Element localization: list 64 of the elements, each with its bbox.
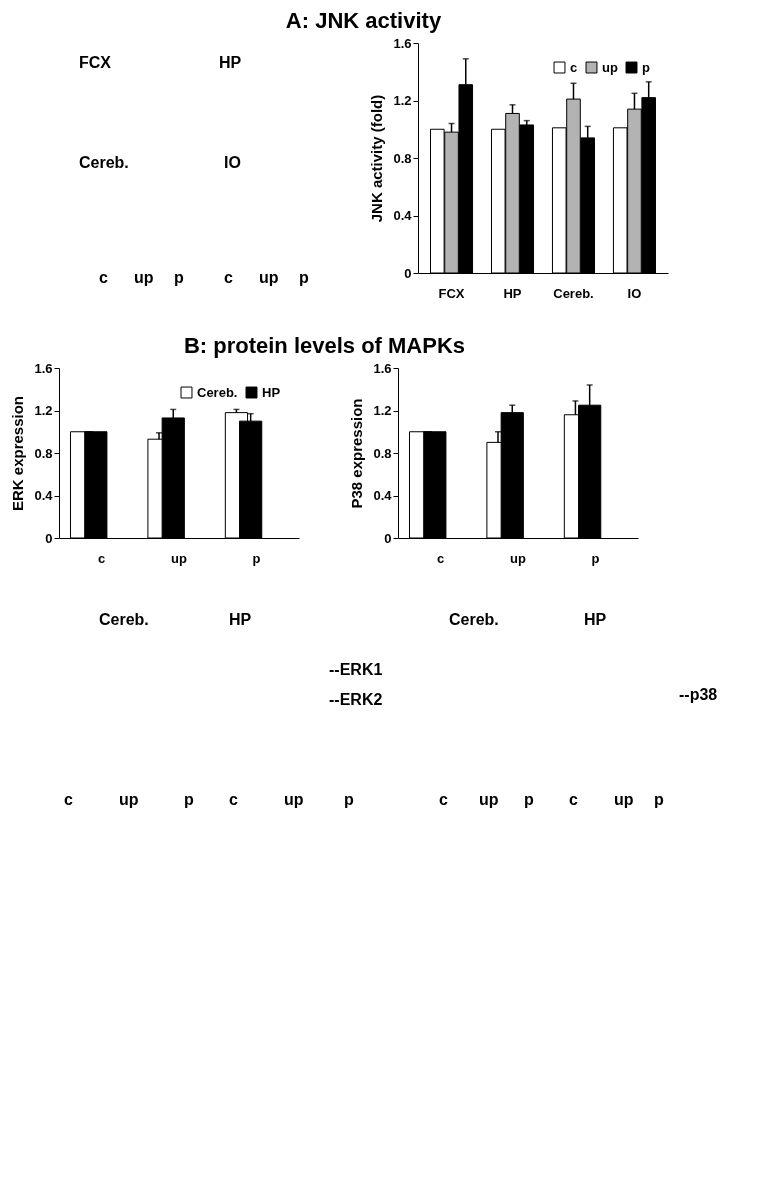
text: up — [479, 791, 499, 808]
y-axis-title: ERK expression — [9, 395, 27, 512]
text: c — [99, 269, 108, 286]
y-tick-label: 0.4 — [393, 208, 413, 223]
text: HP — [219, 54, 242, 71]
x-tick-label: p — [252, 550, 261, 566]
text: Cereb. — [79, 154, 129, 171]
text: HP — [584, 611, 607, 628]
x-tick-label: IO — [627, 285, 642, 301]
text: p — [174, 269, 184, 286]
y-axis-title: JNK activity (fold) — [368, 94, 386, 223]
text: IO — [224, 154, 241, 171]
text: c — [64, 791, 73, 808]
text: Cereb. — [99, 611, 149, 628]
legend-label: c — [570, 59, 578, 75]
text: p — [184, 791, 194, 808]
x-tick-label: Cereb. — [553, 285, 594, 301]
text: c — [224, 269, 233, 286]
x-tick-label: p — [591, 550, 600, 566]
y-tick-label: 1.6 — [373, 360, 392, 376]
y-tick-label: 1.2 — [34, 403, 53, 418]
text: HP — [229, 611, 252, 628]
text: --ERK2 — [329, 691, 383, 708]
text: p — [299, 269, 309, 286]
text: p — [344, 791, 354, 808]
x-tick-label: up — [171, 550, 187, 566]
text: up — [284, 791, 304, 808]
x-tick-label: FCX — [438, 285, 465, 301]
x-tick-label: c — [436, 550, 445, 566]
text: --ERK1 — [329, 661, 383, 678]
text: c — [569, 791, 578, 808]
legend-label: HP — [262, 384, 281, 400]
y-tick-label: 0.8 — [393, 150, 412, 166]
y-tick-label: 1.2 — [393, 93, 412, 108]
text: up — [134, 269, 154, 286]
text: up — [119, 791, 139, 808]
x-tick-label: up — [510, 550, 526, 566]
x-tick-label: HP — [503, 285, 522, 301]
y-tick-label: 0.8 — [34, 445, 53, 461]
y-tick-label: 1.6 — [393, 35, 412, 51]
text: p — [654, 791, 664, 808]
y-tick-label: 1.2 — [373, 403, 392, 418]
y-tick-label: 0.8 — [373, 445, 392, 461]
y-tick-label: 0 — [404, 265, 412, 281]
chart-title: B: protein levels of MAPKs — [183, 333, 466, 358]
legend-label: Cereb. — [197, 384, 238, 400]
y-tick-label: 0.4 — [373, 488, 393, 503]
y-axis-title: P38 expression — [348, 398, 366, 509]
text: c — [439, 791, 448, 808]
y-tick-label: 0 — [384, 530, 392, 546]
y-tick-label: 1.6 — [34, 360, 53, 376]
y-tick-label: 0 — [45, 530, 53, 546]
legend-label: up — [602, 59, 618, 75]
chart-title: A: JNK activity — [285, 8, 442, 33]
text: up — [614, 791, 634, 808]
text: Cereb. — [449, 611, 499, 628]
text: c — [229, 791, 238, 808]
y-tick-label: 0.4 — [34, 488, 54, 503]
text: p — [524, 791, 534, 808]
x-tick-label: c — [97, 550, 106, 566]
text: FCX — [79, 54, 112, 71]
legend-label: p — [642, 59, 650, 75]
text: up — [259, 269, 279, 286]
text: --p38 — [679, 686, 718, 703]
